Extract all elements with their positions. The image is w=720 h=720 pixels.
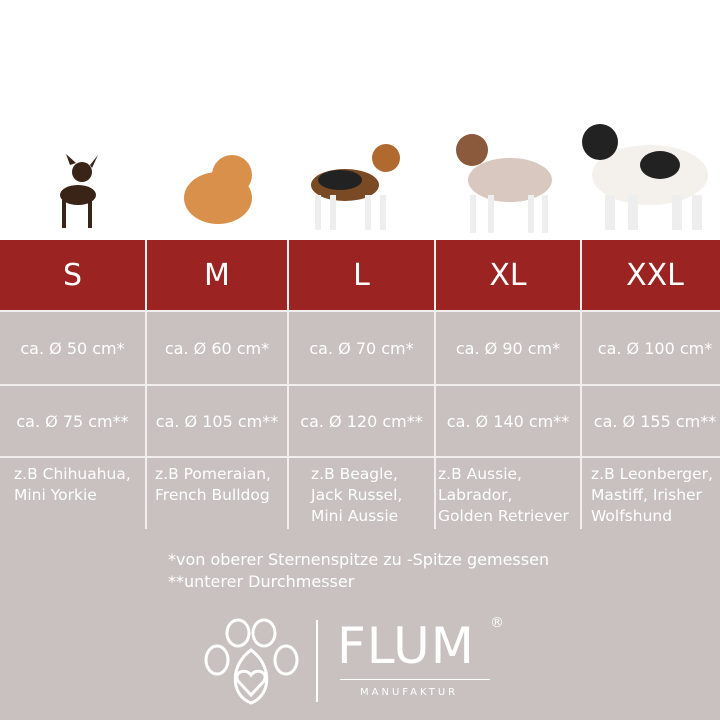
diameter-top-cell: ca. Ø 50 cm* (0, 312, 145, 384)
chihuahua-image (60, 154, 98, 228)
dog-illustrations (60, 124, 708, 233)
size-header-s: S (0, 240, 145, 310)
diameter-bottom-cell: ca. Ø 105 cm** (147, 386, 287, 456)
footnote-bottom: **unterer Durchmesser (168, 572, 355, 591)
logo-divider (316, 620, 318, 702)
aussie-image (456, 134, 552, 233)
size-header-l: L (289, 240, 434, 310)
diameter-bottom-cell: ca. Ø 75 cm** (0, 386, 145, 456)
size-header-m: M (147, 240, 287, 310)
breed-cell: z.B Pomeraian, French Bulldog (147, 458, 287, 533)
pomeranian-image (184, 155, 252, 224)
diameter-bottom-cell: ca. Ø 140 cm** (436, 386, 580, 456)
size-table: S M L XL XXL ca. Ø 50 cm* ca. Ø 60 cm* c… (0, 240, 720, 533)
footnote-top: *von oberer Sternenspitze zu -Spitze gem… (168, 550, 550, 569)
diameter-bottom-cell: ca. Ø 155 cm** (582, 386, 720, 456)
breed-cell: z.B Beagle, Jack Russel, Mini Aussie (289, 458, 434, 533)
flum-logo: FLUM ® MANUFAKTUR (200, 615, 520, 710)
dog-photo-area (0, 0, 720, 240)
diameter-top-cell: ca. Ø 100 cm* (582, 312, 720, 384)
paw-heart-icon (204, 618, 299, 705)
beagle-image (311, 144, 400, 230)
landseer-image (582, 124, 708, 230)
size-header-xl: XL (436, 240, 580, 310)
logo-underline (340, 679, 490, 680)
breed-cell: z.B Aussie, Labrador, Golden Retriever (436, 458, 580, 533)
diameter-top-cell: ca. Ø 90 cm* (436, 312, 580, 384)
diameter-bottom-cell: ca. Ø 120 cm** (289, 386, 434, 456)
registered-mark: ® (490, 615, 504, 631)
logo-brand: FLUM (337, 617, 475, 675)
diameter-top-cell: ca. Ø 70 cm* (289, 312, 434, 384)
diameter-top-cell: ca. Ø 60 cm* (147, 312, 287, 384)
logo-subtitle: MANUFAKTUR (360, 687, 459, 698)
size-header-xxl: XXL (582, 240, 720, 310)
breed-cell: z.B Leonberger, Mastiff, Irisher Wolfshu… (582, 458, 720, 533)
breed-cell: z.B Chihuahua, Mini Yorkie (0, 458, 145, 533)
